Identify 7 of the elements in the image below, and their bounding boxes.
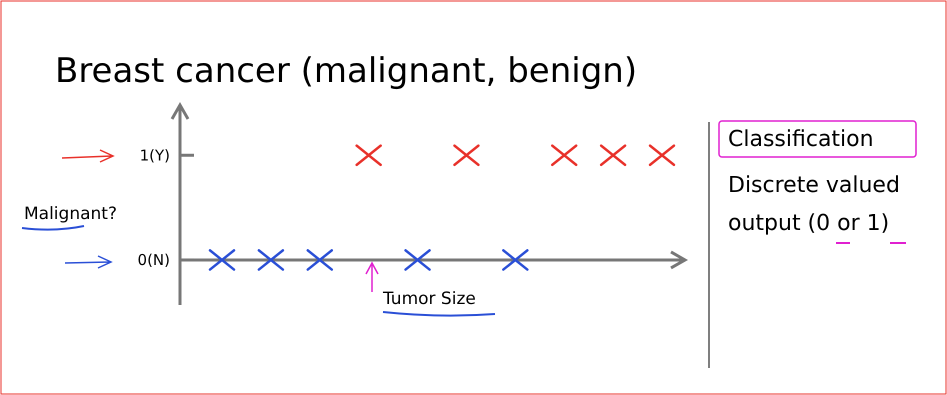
y-axis-title: Malignant? (24, 204, 117, 224)
chart-title: Breast cancer (malignant, benign) (55, 51, 638, 91)
text: Discrete valued output (0 or 1) (728, 173, 900, 236)
x-axis-title: Tumor Size (382, 289, 476, 309)
y-tick-label: 0(N) (138, 251, 170, 270)
y-tick-label: 1(Y) (140, 146, 170, 165)
text: Classification (728, 127, 874, 152)
